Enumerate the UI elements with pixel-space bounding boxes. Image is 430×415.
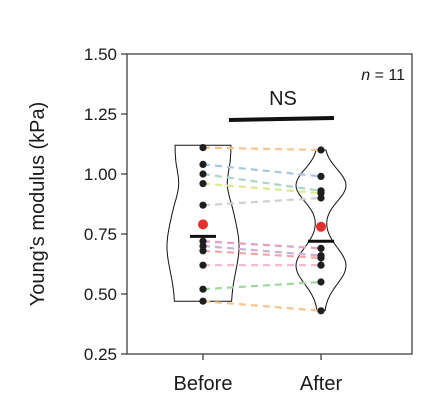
mean-after: [316, 221, 326, 232]
point-after-8: [317, 254, 325, 262]
pair-lines: [202, 146, 322, 312]
y-tick-label: 1.00: [84, 165, 117, 184]
mean-before: [198, 219, 208, 230]
point-after-2: [317, 172, 325, 180]
pair-line-4: [202, 182, 322, 195]
y-tick-label: 0.75: [84, 225, 117, 244]
point-before-1: [199, 144, 207, 152]
pair-line-11: [202, 300, 322, 312]
y-axis: 0.25 0.50 0.75 1.00 1.25 1.50: [84, 45, 127, 364]
point-after-10: [317, 278, 325, 286]
pair-line-10: [202, 280, 322, 291]
point-before-8: [199, 247, 207, 255]
x-axis: Before After: [174, 354, 343, 395]
pair-line-5: [202, 196, 322, 207]
pair-line-6: [202, 240, 322, 250]
point-before-2: [199, 160, 207, 168]
point-after-5: [317, 194, 325, 202]
pair-line-3: [202, 172, 322, 192]
pair-line-8: [202, 249, 322, 260]
x-tick-label-before: Before: [174, 373, 233, 395]
y-axis-title: Young’s modulus (kPa): [27, 102, 49, 307]
sample-size-annotation: n = 11: [361, 67, 405, 84]
point-before-10: [199, 285, 207, 293]
pair-line-7: [202, 244, 322, 257]
y-tick-label: 1.25: [84, 105, 117, 124]
data-points: [190, 144, 334, 315]
pair-line-1: [202, 146, 322, 152]
point-after-6: [317, 244, 325, 252]
point-before-3: [199, 170, 207, 178]
pair-line-2: [202, 163, 322, 178]
point-before-9: [199, 261, 207, 269]
point-before-11: [199, 297, 207, 305]
point-before-5: [199, 201, 207, 209]
y-tick-label: 1.50: [84, 45, 117, 64]
y-tick-label: 0.25: [84, 345, 117, 364]
point-after-1: [317, 146, 325, 154]
point-after-9: [317, 261, 325, 269]
x-tick-label-after: After: [300, 373, 343, 395]
point-after-11: [317, 307, 325, 315]
y-tick-label: 0.50: [84, 285, 117, 304]
significance-label: NS: [269, 88, 297, 110]
significance-bar: [228, 116, 335, 122]
point-before-4: [199, 180, 207, 188]
plot-frame: [126, 53, 413, 355]
